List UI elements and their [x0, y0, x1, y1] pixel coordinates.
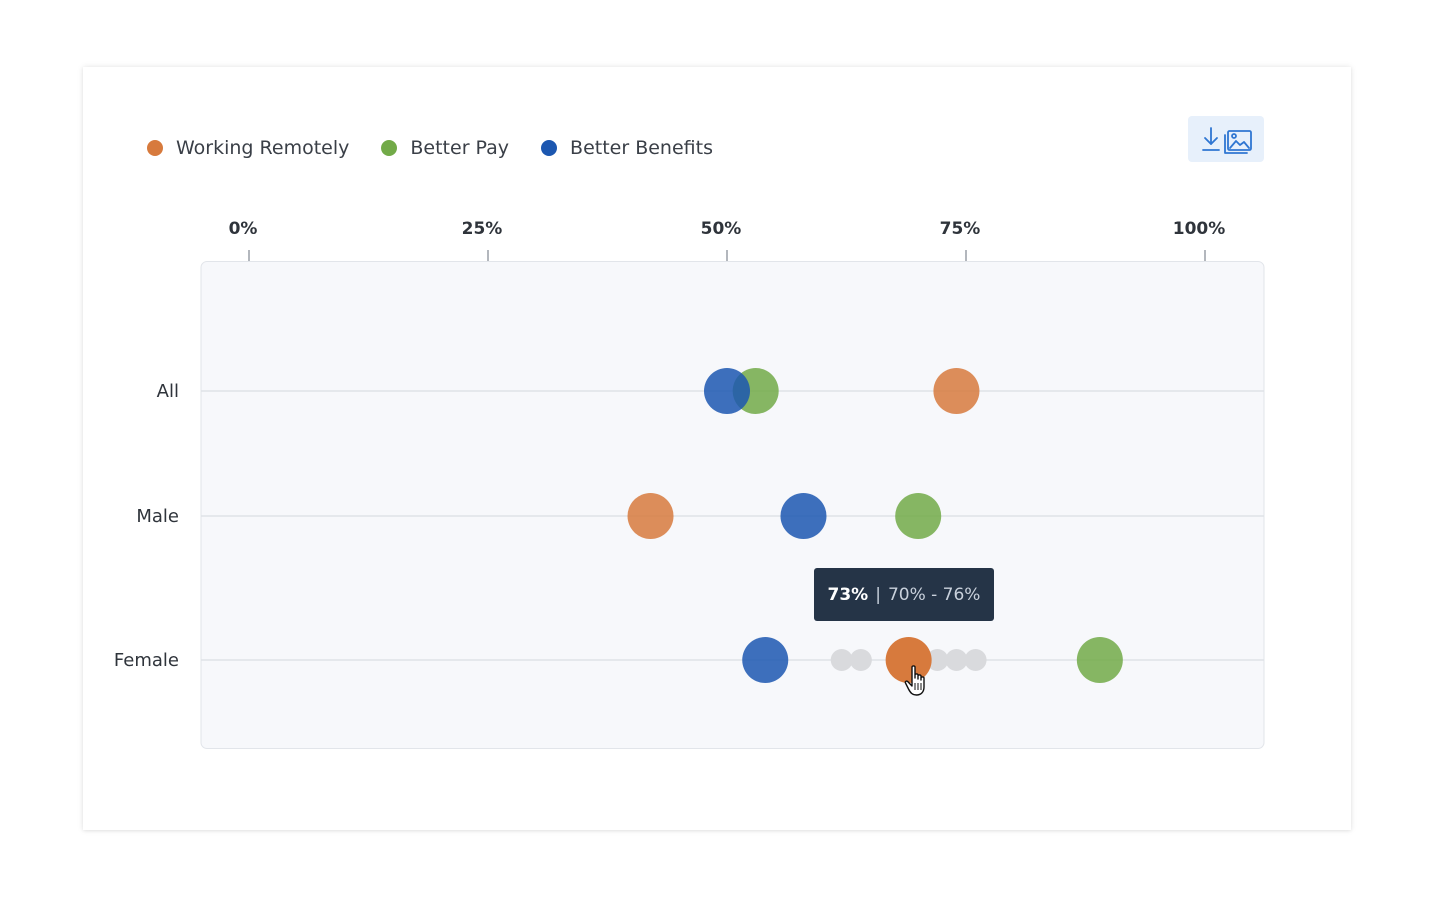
legend-label-working-remotely: Working Remotely — [176, 137, 350, 159]
point-better-benefits-all — [704, 368, 750, 414]
range-marker — [849, 649, 872, 671]
chart-legend: Working Remotely Better Pay Better Benef… — [147, 134, 745, 162]
category-label-male: Male — [136, 506, 179, 527]
legend-item-better-benefits[interactable]: Better Benefits — [541, 137, 713, 159]
point-better-pay-female — [1076, 637, 1123, 683]
tooltip-value: 73% — [827, 584, 869, 605]
range-marker — [964, 649, 987, 671]
range-marker — [926, 649, 949, 671]
x-tick-label: 75% — [940, 219, 981, 239]
x-tick-label: 50% — [701, 219, 742, 239]
category-label-female: Female — [114, 650, 179, 671]
category-label-all: All — [157, 381, 179, 402]
hand-cursor-icon — [904, 665, 925, 696]
point-better-pay-male — [895, 493, 942, 539]
download-image-icon — [1202, 127, 1252, 154]
range-marker — [945, 649, 968, 671]
category-labels: All Male Female — [114, 381, 179, 671]
plot-area — [200, 261, 1265, 749]
x-tick-label: 100% — [1173, 219, 1226, 239]
export-image-button[interactable] — [1188, 116, 1264, 162]
legend-dot-better-benefits — [541, 140, 558, 156]
hover-tooltip: 73% | 70% - 76% — [814, 568, 994, 621]
data-points — [627, 368, 1123, 683]
legend-label-better-pay: Better Pay — [410, 137, 510, 159]
tooltip-range: 70% - 76% — [887, 584, 981, 605]
point-working-remotely-all — [933, 368, 980, 414]
legend-item-working-remotely[interactable]: Working Remotely — [147, 137, 349, 159]
point-working-remotely-female — [885, 637, 932, 683]
point-better-benefits-male — [780, 493, 827, 539]
x-tick-label: 0% — [229, 219, 258, 239]
tooltip-separator: | — [875, 584, 881, 605]
x-tick-label: 25% — [462, 219, 503, 239]
legend-item-better-pay[interactable]: Better Pay — [381, 137, 509, 159]
point-better-benefits-female — [742, 637, 789, 683]
legend-dot-better-pay — [381, 140, 398, 156]
range-markers — [830, 649, 987, 671]
range-marker — [830, 649, 853, 671]
x-axis: 0% 25% 50% 75% 100% — [229, 219, 1226, 262]
point-working-remotely-male — [627, 493, 674, 539]
legend-dot-working-remotely — [147, 140, 163, 156]
legend-label-better-benefits: Better Benefits — [570, 137, 713, 159]
